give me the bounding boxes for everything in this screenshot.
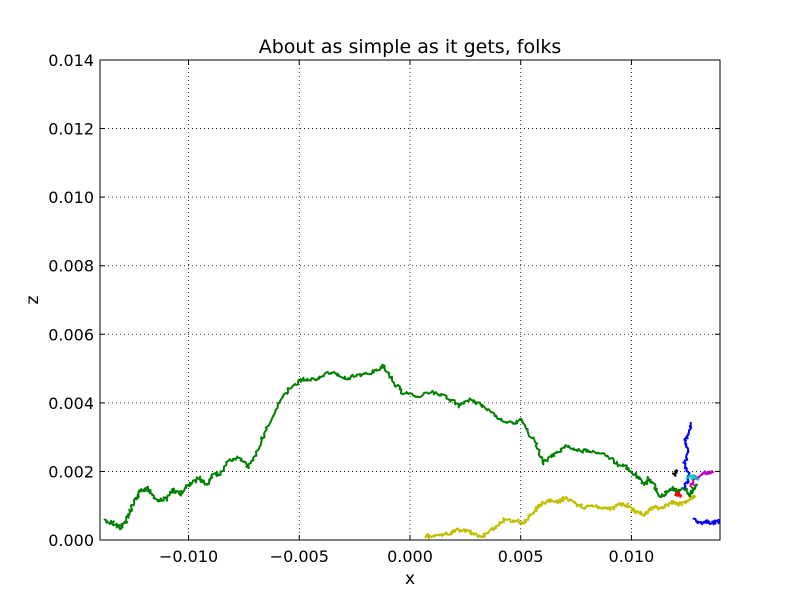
x-tick-label: 0.005	[498, 547, 544, 566]
y-tick-label: 0.000	[48, 531, 94, 550]
y-tick-label: 0.004	[48, 394, 94, 413]
series-line-0	[103, 363, 699, 531]
y-tick-label: 0.008	[48, 257, 94, 276]
series-line-1	[424, 494, 697, 540]
chart-title: About as simple as it gets, folks	[259, 36, 562, 58]
x-axis-label: x	[405, 569, 415, 589]
x-tick-label: −0.005	[270, 547, 329, 566]
x-tick-label: −0.010	[159, 547, 218, 566]
series-line-7	[671, 469, 679, 477]
x-tick-label: 0.010	[609, 547, 655, 566]
y-tick-label: 0.002	[48, 462, 94, 481]
series-group	[103, 363, 721, 540]
series-line-3	[692, 517, 721, 526]
y-tick-label: 0.010	[48, 188, 94, 207]
y-tick-label: 0.014	[48, 51, 94, 70]
series-line-4	[689, 470, 715, 488]
series-line-5	[685, 474, 700, 481]
y-tick-label: 0.006	[48, 325, 94, 344]
x-tick-label: 0.000	[387, 547, 433, 566]
y-tick-label: 0.012	[48, 120, 94, 139]
ticks: −0.010 −0.005 0.000 0.005 0.010 0.000 0.002 0.0…	[48, 51, 720, 566]
series-line-6	[674, 491, 682, 498]
y-axis-label: z	[23, 295, 43, 304]
grid	[100, 60, 720, 540]
